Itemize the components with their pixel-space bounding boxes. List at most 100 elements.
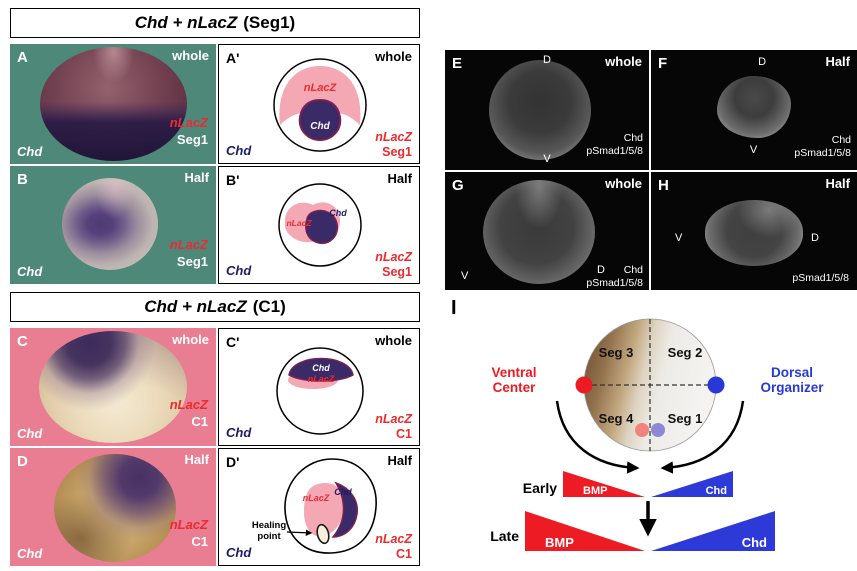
stain-labels: Chd pSmad1/5/8: [794, 134, 851, 160]
ventral-center-dot: [575, 376, 593, 394]
panel-a: A whole nLacZ Seg1 Chd: [10, 44, 216, 164]
ventral-marker: V: [749, 144, 758, 156]
healing-point-label-line1: Healing: [252, 520, 287, 531]
stain-labels: Chd pSmad1/5/8: [586, 264, 643, 290]
late-bmp-gradient: [525, 511, 645, 551]
panel-letter: C: [17, 333, 28, 350]
view-label: whole: [605, 176, 642, 191]
ventral-marker: V: [543, 153, 551, 165]
view-label: whole: [172, 48, 209, 63]
stain-labels: pSmad1/5/8: [792, 272, 849, 285]
gene-label: Chd: [226, 263, 252, 279]
view-label: Half: [387, 171, 412, 186]
construct-label: C1: [191, 413, 208, 429]
embryo-photo-a: [40, 47, 187, 161]
reporter-label: nLacZ: [375, 250, 412, 265]
reporter-construct-labels: nLacZ C1: [169, 517, 208, 550]
embryo-fluor-f: [717, 76, 791, 138]
ventral-center-label-line1: Ventral: [491, 365, 536, 380]
dorsal-marker: D: [758, 56, 767, 68]
panel-letter: H: [658, 177, 669, 194]
reporter-label: nLacZ: [169, 115, 208, 130]
healing-point-label-line2: point: [257, 531, 281, 542]
construct-label: Seg1: [382, 144, 412, 159]
stain-psmad: pSmad1/5/8: [586, 277, 643, 289]
gene-label: Chd: [17, 264, 43, 280]
construct-label: Seg1: [176, 253, 208, 269]
late-bmp-label: BMP: [545, 535, 574, 550]
panel-letter: A': [226, 50, 240, 66]
construct-label: C1: [396, 426, 412, 441]
panel-d: D Half nLacZ C1 Chd: [10, 448, 216, 566]
construct-label: C1: [191, 533, 208, 549]
view-label: Half: [387, 453, 412, 468]
chd-region-label: Chd: [334, 487, 352, 497]
construct-label: C1: [396, 546, 412, 561]
gene-label: Chd: [17, 546, 43, 562]
panel-d-prime: nLacZ Chd Healing point D' Half Chd nLac…: [218, 448, 420, 566]
ventral-center-label-line2: Center: [493, 380, 537, 395]
section-title-tag: (Seg1): [243, 13, 296, 32]
dorsal-marker: D: [811, 232, 819, 244]
early-chd-gradient: [651, 471, 733, 497]
dorsal-organizer-dot: [707, 376, 725, 394]
healing-point-marker: [316, 523, 330, 545]
seg4-label: Seg 4: [599, 411, 634, 426]
reporter-construct-labels: nLacZ C1: [375, 412, 412, 441]
late-label: Late: [490, 528, 519, 544]
panel-letter: B': [226, 172, 240, 188]
stain-psmad: pSmad1/5/8: [792, 272, 849, 284]
section-title-c1: Chd + nLacZ (C1): [10, 292, 420, 322]
panel-letter: G: [452, 177, 464, 194]
reporter-label: nLacZ: [375, 532, 412, 547]
gene-label: Chd: [17, 426, 43, 442]
ventral-marker: V: [461, 270, 469, 282]
panel-g: G whole V D Chd pSmad1/5/8: [445, 172, 649, 290]
chd-region: [298, 98, 342, 142]
view-label: Half: [184, 452, 209, 467]
stain-labels: Chd pSmad1/5/8: [586, 132, 643, 158]
left-curved-arrow: [555, 400, 640, 474]
seg1-label: Seg 1: [668, 411, 703, 426]
embryo-fluor-e: [489, 60, 591, 160]
panel-h: H Half V D pSmad1/5/8: [651, 172, 857, 290]
stain-chd: Chd: [831, 134, 851, 146]
chd-region: [331, 481, 358, 538]
dorsal-marker: D: [543, 54, 551, 66]
section-title-gene: Chd + nLacZ: [134, 13, 238, 32]
early-chd-label: Chd: [706, 485, 727, 497]
gene-label: Chd: [17, 144, 43, 160]
panel-a-prime: nLacZ Chd A' whole Chd nLacZ Seg1: [218, 44, 420, 164]
panel-letter: C': [226, 334, 240, 350]
panel-letter: B: [17, 171, 28, 188]
chd-region-label: Chd: [312, 363, 330, 373]
embryo-fluor-g: [483, 180, 595, 284]
early-bmp-label: BMP: [583, 485, 607, 497]
dorsal-organizer-label-line1: Dorsal: [771, 365, 813, 380]
gene-label: Chd: [226, 425, 252, 441]
panel-letter: F: [658, 55, 668, 72]
nlacz-region-label: nLacZ: [308, 374, 335, 384]
chd-region-label: Chd: [310, 121, 330, 132]
reporter-construct-labels: nLacZ Seg1: [375, 250, 412, 279]
section-title-gene: Chd + nLacZ: [144, 297, 247, 316]
reporter-construct-labels: nLacZ Seg1: [169, 115, 208, 148]
section-title-tag: (C1): [252, 297, 286, 316]
chd-region: [288, 357, 354, 382]
reporter-construct-labels: nLacZ Seg1: [375, 130, 412, 159]
view-label: Half: [184, 170, 209, 185]
dorsal-marker: D: [597, 264, 605, 276]
view-label: Half: [825, 176, 850, 191]
panel-letter: D': [226, 454, 240, 470]
reporter-construct-labels: nLacZ C1: [169, 397, 208, 430]
panel-b: B Half nLacZ Seg1 Chd: [10, 166, 216, 284]
healing-point-arrow: [286, 529, 313, 537]
reporter-construct-labels: nLacZ Seg1: [170, 237, 208, 270]
early-label: Early: [523, 480, 557, 496]
reporter-label: nLacZ: [169, 397, 208, 412]
relocated-ventral-dot: [635, 423, 649, 437]
reporter-label: nLacZ: [169, 517, 208, 532]
view-label: whole: [375, 49, 412, 64]
panel-c: C whole nLacZ C1 Chd: [10, 328, 216, 446]
